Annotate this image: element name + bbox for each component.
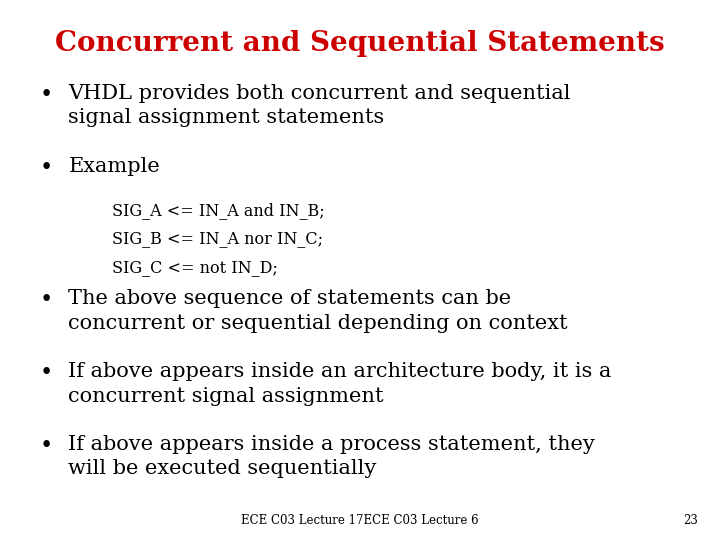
Text: SIG_B <= IN_A nor IN_C;: SIG_B <= IN_A nor IN_C;: [112, 231, 323, 247]
Text: •: •: [40, 362, 53, 384]
Text: 23: 23: [683, 514, 698, 526]
Text: •: •: [40, 289, 53, 312]
Text: If above appears inside an architecture body, it is a
concurrent signal assignme: If above appears inside an architecture …: [68, 362, 612, 406]
Text: If above appears inside a process statement, they
will be executed sequentially: If above appears inside a process statem…: [68, 435, 595, 478]
Text: Example: Example: [68, 157, 160, 176]
Text: Concurrent and Sequential Statements: Concurrent and Sequential Statements: [55, 30, 665, 57]
Text: VHDL provides both concurrent and sequential
signal assignment statements: VHDL provides both concurrent and sequen…: [68, 84, 571, 127]
Text: •: •: [40, 157, 53, 179]
Text: SIG_C <= not IN_D;: SIG_C <= not IN_D;: [112, 259, 277, 275]
Text: •: •: [40, 84, 53, 106]
Text: The above sequence of statements can be
concurrent or sequential depending on co: The above sequence of statements can be …: [68, 289, 568, 333]
Text: SIG_A <= IN_A and IN_B;: SIG_A <= IN_A and IN_B;: [112, 202, 324, 219]
Text: •: •: [40, 435, 53, 457]
Text: ECE C03 Lecture 17ECE C03 Lecture 6: ECE C03 Lecture 17ECE C03 Lecture 6: [241, 514, 479, 526]
